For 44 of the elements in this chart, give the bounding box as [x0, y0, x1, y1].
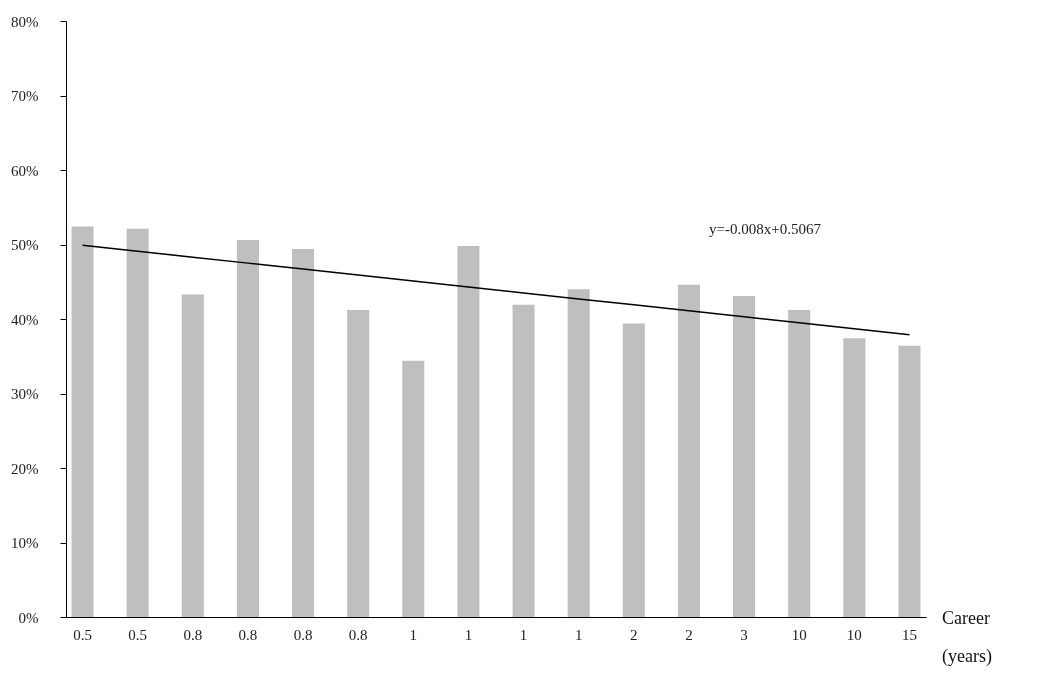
bar — [292, 248, 315, 617]
annotation: y=-0.008x+0.5067 — [709, 221, 822, 237]
y-tick-label: 70% — [11, 88, 39, 104]
bar — [843, 338, 866, 617]
y-tick-label: 40% — [11, 311, 39, 328]
y-tick-label: 30% — [11, 386, 39, 402]
y-tick-label: 50% — [11, 237, 39, 253]
y-tick-label: 80% — [11, 13, 39, 30]
bar — [898, 345, 921, 617]
x-tick-label: 0.5 — [128, 626, 148, 643]
x-tick-label: 0.8 — [183, 626, 203, 643]
x-axis-title: Career (years) — [942, 608, 992, 667]
x-tick-label: 0.8 — [348, 626, 368, 643]
bar — [126, 228, 149, 617]
bar — [788, 310, 811, 617]
x-tick-label: 1 — [409, 626, 418, 643]
x-tick-label: 3 — [740, 626, 748, 643]
bar — [236, 240, 259, 617]
x-tick-label: 1 — [464, 626, 473, 643]
bar — [622, 323, 645, 617]
y-tick-label: 0% — [18, 609, 39, 626]
x-tick-label: 1 — [574, 626, 583, 643]
x-tick-label: 10 — [846, 626, 862, 643]
bar — [567, 289, 590, 617]
y-tick-label: 10% — [11, 535, 39, 551]
bar — [677, 284, 700, 617]
x-tick-label: 0.8 — [293, 626, 313, 643]
bar — [71, 226, 94, 617]
x-tick-label: 2 — [630, 626, 638, 643]
x-tick-label: 2 — [685, 626, 693, 643]
bar — [733, 295, 756, 617]
x-tick-label: 1 — [519, 626, 528, 643]
bar — [181, 294, 204, 617]
bar — [512, 304, 535, 617]
x-tick-label: 15 — [901, 626, 917, 643]
bar — [347, 310, 370, 617]
x-tick-label: 0.8 — [238, 626, 258, 643]
bar — [457, 245, 480, 617]
line-series — [81, 244, 911, 336]
x-tick-label: 0.5 — [73, 626, 92, 643]
bar — [402, 360, 425, 617]
y-tick-label: 60% — [11, 162, 39, 179]
y-tick-label: 20% — [11, 460, 39, 477]
x-tick-label: 10 — [791, 626, 807, 643]
